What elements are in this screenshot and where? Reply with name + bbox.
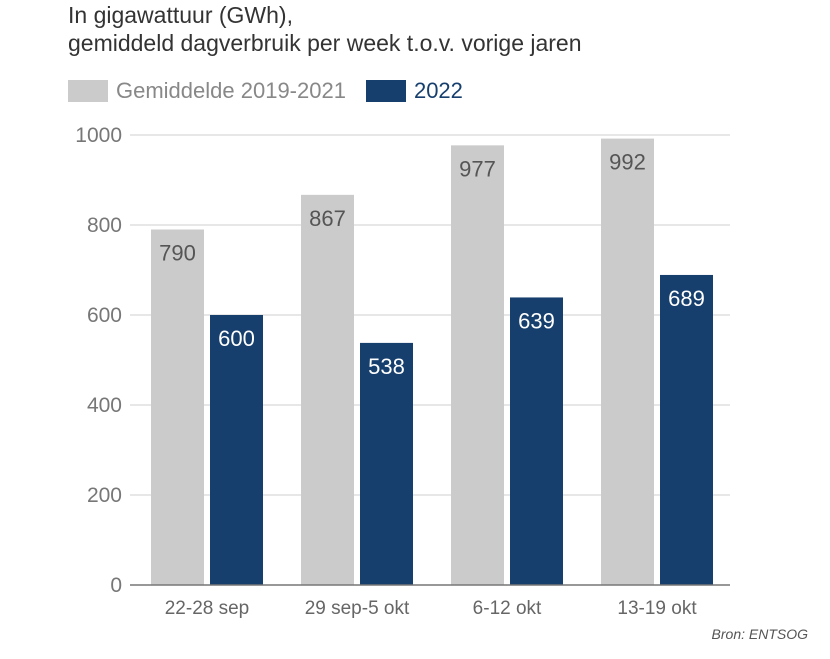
chart-title-line-2: gemiddeld dagverbruik per week t.o.v. vo… — [68, 30, 582, 56]
y-tick-label: 600 — [87, 304, 122, 327]
data-label-average: 867 — [309, 206, 346, 231]
bar-average — [301, 194, 354, 585]
data-label-average: 790 — [159, 241, 196, 266]
bar-2022 — [510, 297, 563, 585]
legend-swatch-2022 — [365, 80, 406, 102]
y-tick-label: 200 — [87, 484, 122, 507]
legend-swatch-average — [68, 80, 108, 102]
x-tick-label: 22-28 sep — [165, 598, 250, 619]
bar-average — [601, 138, 654, 585]
data-label-2022: 689 — [668, 286, 705, 311]
legend-label-average: Gemiddelde 2019-2021 — [116, 78, 346, 103]
data-label-average: 977 — [459, 156, 496, 181]
bar-2022 — [360, 342, 413, 585]
data-label-2022: 600 — [218, 326, 255, 351]
legend-label-2022: 2022 — [413, 78, 463, 103]
data-label-average: 992 — [609, 150, 646, 175]
y-tick-label: 1000 — [75, 124, 122, 147]
bar-2022 — [660, 274, 713, 585]
y-tick-label: 0 — [110, 574, 122, 597]
y-tick-label: 400 — [87, 394, 122, 417]
bar-average — [151, 229, 204, 585]
x-tick-label: 13-19 okt — [617, 598, 697, 619]
y-tick-label: 800 — [87, 214, 122, 237]
chart-title-line-1: In gigawattuur (GWh), — [68, 2, 293, 28]
legend: Gemiddelde 2019-2021 2022 — [68, 78, 483, 104]
x-tick-label: 29 sep-5 okt — [305, 598, 410, 619]
source-note: Bron: ENTSOG — [711, 626, 808, 642]
x-tick-label: 6-12 okt — [473, 598, 542, 619]
bar-average — [451, 145, 504, 585]
bar-2022 — [210, 315, 263, 585]
data-label-2022: 538 — [368, 354, 405, 379]
data-label-2022: 639 — [518, 308, 555, 333]
